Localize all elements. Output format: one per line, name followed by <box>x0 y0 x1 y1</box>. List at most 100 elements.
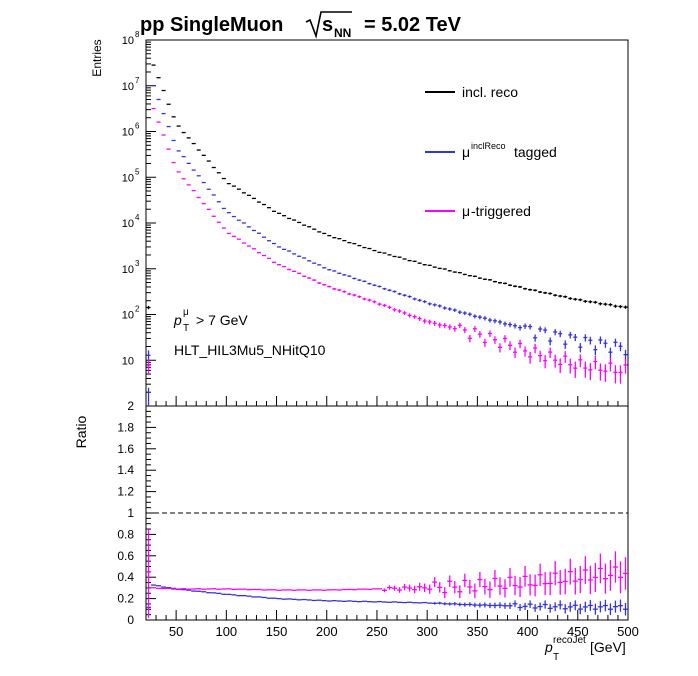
ratio-point-tagged <box>532 604 538 612</box>
data-point-triggered <box>407 313 412 318</box>
data-point-tagged <box>618 342 623 352</box>
data-point-triggered <box>528 351 533 364</box>
data-point-incl <box>397 256 402 258</box>
y-tick-label: 1.4 <box>117 463 134 477</box>
ratio-point-tagged <box>567 602 573 612</box>
ratio-point-triggered <box>477 571 483 588</box>
ratio-point-triggered <box>422 583 428 593</box>
y-tick-exponent: 6 <box>135 122 140 131</box>
ratio-point-tagged <box>547 604 553 613</box>
ratio-point-triggered <box>527 574 533 596</box>
data-point-triggered <box>548 347 553 358</box>
ratio-point-tagged <box>497 602 503 609</box>
ratio-point-triggered <box>607 560 613 591</box>
ratio-point-tagged <box>582 601 588 613</box>
data-point-tagged <box>583 334 588 342</box>
ratio-point-tagged <box>492 602 498 609</box>
data-point-triggered <box>598 363 603 381</box>
data-point-tagged <box>327 269 332 271</box>
data-point-incl <box>568 297 573 300</box>
data-point-triggered <box>332 287 337 290</box>
legend-label-triggered-mu: μ <box>462 203 470 219</box>
x-tick-label: 250 <box>366 624 388 639</box>
y-tick-label: 0.6 <box>117 549 134 563</box>
data-point-triggered <box>362 297 367 301</box>
ratio-point-tagged <box>577 604 583 615</box>
y-tick-label: 0.4 <box>117 570 134 584</box>
data-point-triggered <box>342 290 347 293</box>
ratio-point-triggered <box>612 551 618 583</box>
data-point-tagged <box>543 327 548 334</box>
ratio-point-triggered <box>597 553 603 584</box>
y-tick-exponent: 5 <box>135 167 140 176</box>
title-suffix: = 5.02 TeV <box>364 14 462 36</box>
y-tick-label: 1.8 <box>117 420 134 434</box>
y-tick-label: 10 <box>122 81 134 93</box>
ratio-point-tagged <box>562 604 568 614</box>
data-point-triggered <box>377 302 382 306</box>
ratio-point-tagged <box>552 602 558 612</box>
ratio-point-triggered <box>562 568 568 595</box>
data-point-triggered <box>417 316 422 321</box>
x-axis: 50 100 150 200 250 300 350 400 450 500 <box>145 396 639 639</box>
y-tick-label: 10 <box>122 264 134 276</box>
data-point-triggered <box>352 293 357 297</box>
data-point-incl <box>442 268 447 270</box>
data-point-incl <box>417 262 422 264</box>
data-point-tagged <box>337 272 342 275</box>
y-tick-label: 0.2 <box>117 592 134 606</box>
data-point-triggered <box>608 357 613 372</box>
data-point-incl <box>452 271 457 273</box>
y-tick-label: 10 <box>122 310 134 322</box>
legend-label-tagged-mu: μ <box>462 144 470 160</box>
x-tick-label: 350 <box>467 624 489 639</box>
ratio-point-tagged <box>617 599 623 612</box>
data-point-tagged <box>302 257 307 259</box>
legend: incl. reco μ inclReco tagged μ -triggere… <box>425 84 557 219</box>
ratio-point-tagged <box>572 600 578 611</box>
ratio-point-triggered <box>437 582 443 593</box>
data-point-triggered <box>447 324 452 330</box>
ratio-point-triggered <box>482 578 488 595</box>
data-point-triggered <box>422 318 427 324</box>
ratio-point-triggered <box>532 574 538 597</box>
ratio-point-tagged <box>442 602 448 606</box>
ratio-point-triggered <box>417 582 423 591</box>
data-point-triggered <box>588 363 593 381</box>
data-point-incl <box>427 264 432 267</box>
xlabel-sub: T <box>553 652 559 663</box>
ratio-point-tagged <box>462 602 468 607</box>
y-tick-label: 10 <box>122 127 134 139</box>
y-tick-label: 0 <box>127 613 134 627</box>
ratio-point-triggered <box>457 585 463 599</box>
ratio-point-triggered <box>412 585 418 594</box>
ratio-point-triggered <box>462 573 468 588</box>
data-point-tagged <box>568 331 573 339</box>
data-point-incl <box>477 277 482 279</box>
y-tick-label: 1.6 <box>117 442 134 456</box>
data-point-incl <box>588 300 593 304</box>
data-point-tagged <box>317 264 322 266</box>
ratio-point-tagged <box>587 600 593 611</box>
cut-text: > 7 GeV <box>196 312 248 328</box>
data-point-tagged <box>563 340 568 349</box>
ratio-point-triggered <box>602 563 608 594</box>
x-tick-label: 300 <box>416 624 438 639</box>
data-point-triggered <box>563 351 568 363</box>
data-point-triggered <box>397 309 402 313</box>
ratio-point-triggered <box>517 577 523 598</box>
data-point-triggered <box>578 354 583 368</box>
ratio-point-triggered <box>407 584 413 592</box>
data-point-incl <box>558 294 563 298</box>
data-point-incl <box>598 302 603 306</box>
xlabel-unit: [GeV] <box>590 639 626 655</box>
data-point-incl <box>392 255 397 258</box>
ratio-point-tagged <box>592 603 598 615</box>
data-point-triggered <box>427 319 432 325</box>
data-point-incl <box>502 282 507 285</box>
title-prefix: pp SingleMuon <box>140 14 283 36</box>
data-point-triggered <box>593 355 598 370</box>
ratio-point-tagged <box>447 602 453 606</box>
